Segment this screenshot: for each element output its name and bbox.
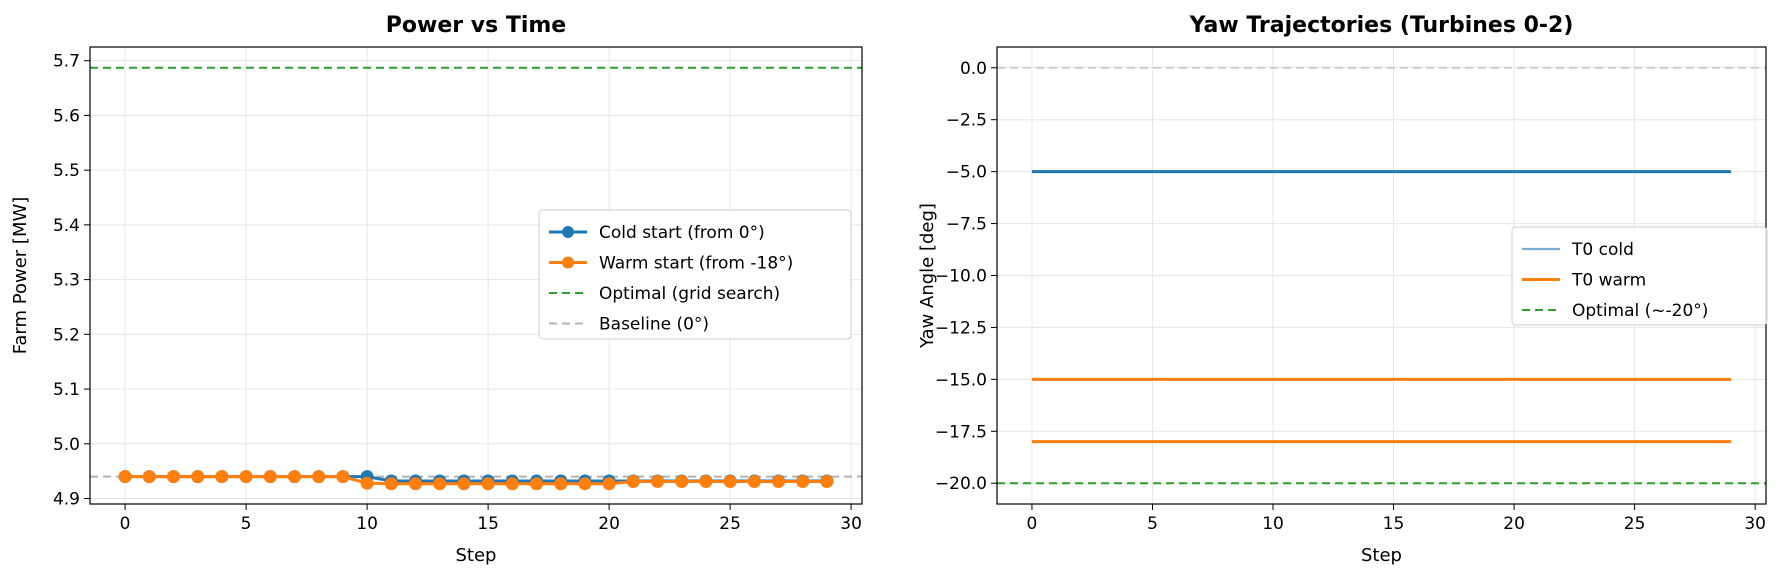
power-data-point — [360, 476, 374, 490]
power-data-point — [626, 475, 640, 489]
yaw-y-tick-label: −5.0 — [946, 163, 987, 183]
power-data-point — [408, 477, 422, 491]
power-legend: Cold start (from 0°) Warm start (from -18… — [538, 209, 852, 340]
power-vs-time-panel: 0 5 10 15 20 25 304.95.05.15.25.35.45.55.65.7 … — [10, 13, 863, 566]
power-data-point — [433, 477, 447, 491]
power-data-point — [118, 470, 132, 484]
power-y-tick-label: 5.0 — [53, 435, 80, 455]
power-legend-marker — [562, 256, 574, 269]
yaw-y-tick-label: −20.0 — [935, 474, 987, 494]
power-data-point — [166, 470, 180, 484]
yaw-x-tick-label: 10 — [1262, 514, 1284, 534]
power-y-tick-label: 5.1 — [53, 380, 80, 400]
yaw-y-tick-label: −15.0 — [935, 370, 987, 390]
power-x-tick-label: 15 — [477, 514, 499, 534]
power-chart-title: Power vs Time — [386, 13, 566, 38]
power-data-point — [820, 475, 834, 489]
power-y-tick-label: 5.5 — [53, 161, 80, 181]
power-legend-label: Baseline (0°) — [599, 315, 709, 335]
power-x-tick-label: 25 — [719, 514, 741, 534]
power-data-point — [772, 475, 786, 489]
yaw-x-tick-label: 15 — [1383, 514, 1405, 534]
yaw-y-tick-label: −12.5 — [935, 318, 987, 338]
power-data-point — [287, 470, 301, 484]
power-y-axis-label: Farm Power [MW] — [10, 197, 31, 355]
power-data-point — [796, 475, 810, 489]
yaw-legend-label: T0 cold — [1571, 240, 1634, 260]
power-data-point — [747, 475, 761, 489]
power-y-tick-label: 4.9 — [53, 490, 80, 510]
power-data-point — [602, 477, 616, 491]
power-data-point — [336, 470, 350, 484]
yaw-x-tick-label: 25 — [1624, 514, 1646, 534]
power-data-point — [554, 477, 568, 491]
power-data-point — [263, 470, 277, 484]
power-x-tick-label: 30 — [840, 514, 862, 534]
power-y-tick-label: 5.6 — [53, 106, 80, 126]
power-y-tick-label: 5.3 — [53, 271, 80, 291]
power-data-point — [530, 477, 544, 491]
power-data-point — [505, 477, 519, 491]
yaw-y-tick-label: −7.5 — [946, 215, 987, 235]
power-x-tick-label: 10 — [356, 514, 378, 534]
power-data-point — [239, 470, 253, 484]
yaw-y-tick-label: −10.0 — [935, 267, 987, 287]
power-data-point — [384, 477, 398, 491]
yaw-x-tick-label: 5 — [1147, 514, 1158, 534]
power-legend-marker — [562, 226, 574, 238]
power-data-point — [675, 475, 689, 489]
power-data-point — [481, 477, 495, 491]
power-data-point — [215, 470, 229, 484]
power-data-point — [142, 470, 156, 484]
yaw-x-axis-label: Step — [1361, 545, 1402, 566]
yaw-trajectories-panel: 0 5 10 15 20 25 30 0.0 −2.5 −5.0 −7.5 −10.0 −12.5 −15… — [917, 13, 1768, 566]
power-data-point — [699, 475, 713, 489]
power-data-point — [723, 475, 737, 489]
power-data-point — [578, 477, 592, 491]
power-y-tick-label: 5.7 — [53, 52, 80, 72]
power-legend-box — [538, 209, 852, 340]
yaw-y-tick-label: −17.5 — [935, 422, 987, 442]
power-data-point — [312, 470, 326, 484]
power-y-tick-label: 5.4 — [53, 216, 80, 236]
power-legend-label: Optimal (grid search) — [599, 284, 780, 304]
yaw-legend-box — [1511, 226, 1768, 326]
power-data-point — [191, 470, 205, 484]
power-x-tick-label: 5 — [241, 514, 252, 534]
power-data-point — [457, 477, 471, 491]
yaw-legend-label: Optimal (~-20°) — [1572, 301, 1708, 321]
power-y-tick-label: 5.2 — [53, 325, 80, 345]
power-legend-label: Cold start (from 0°) — [599, 223, 765, 243]
yaw-x-tick-label: 30 — [1744, 514, 1766, 534]
power-data-point — [651, 475, 665, 489]
power-x-tick-label: 0 — [120, 514, 131, 534]
yaw-chart-title: Yaw Trajectories (Turbines 0-2) — [1189, 13, 1574, 38]
yaw-x-tick-label: 20 — [1503, 514, 1525, 534]
yaw-legend-label: T0 warm — [1571, 271, 1646, 291]
yaw-x-tick-label: 0 — [1027, 514, 1038, 534]
yaw-y-tick-label: 0.0 — [960, 59, 987, 79]
yaw-y-tick-label: −2.5 — [946, 111, 987, 131]
yaw-y-axis-label: Yaw Angle [deg] — [917, 203, 938, 349]
power-x-tick-label: 20 — [598, 514, 620, 534]
power-plot-area — [89, 46, 863, 505]
yaw-legend: T0 cold T0 warm Optimal (~-20°) — [1511, 226, 1768, 326]
power-legend-label: Warm start (from -18°) — [599, 254, 793, 274]
power-x-axis-label: Step — [456, 545, 497, 566]
